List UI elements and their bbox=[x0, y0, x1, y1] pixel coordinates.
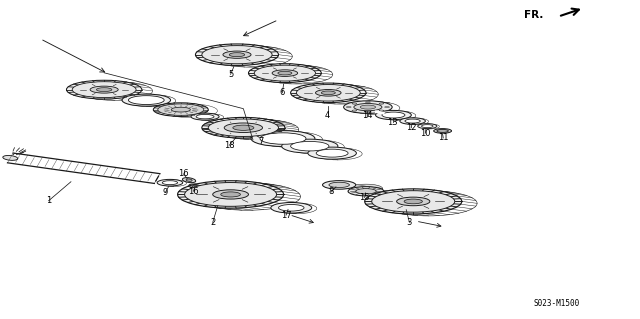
Ellipse shape bbox=[202, 117, 285, 138]
Ellipse shape bbox=[354, 103, 382, 111]
Polygon shape bbox=[323, 185, 383, 189]
Ellipse shape bbox=[251, 130, 315, 146]
Ellipse shape bbox=[186, 179, 192, 182]
Text: 14: 14 bbox=[362, 111, 372, 120]
Ellipse shape bbox=[184, 182, 276, 206]
Ellipse shape bbox=[316, 149, 348, 157]
Ellipse shape bbox=[223, 51, 251, 58]
Ellipse shape bbox=[177, 181, 284, 208]
Ellipse shape bbox=[352, 103, 356, 104]
Ellipse shape bbox=[372, 191, 455, 212]
Ellipse shape bbox=[212, 190, 248, 199]
Ellipse shape bbox=[221, 192, 241, 197]
Ellipse shape bbox=[382, 112, 405, 118]
Text: 3: 3 bbox=[406, 218, 412, 227]
Ellipse shape bbox=[67, 80, 142, 99]
Ellipse shape bbox=[122, 94, 171, 106]
Ellipse shape bbox=[254, 65, 316, 81]
Ellipse shape bbox=[208, 119, 278, 137]
Ellipse shape bbox=[233, 125, 254, 130]
Ellipse shape bbox=[72, 82, 136, 98]
Ellipse shape bbox=[224, 123, 262, 132]
Text: S023-M1500: S023-M1500 bbox=[533, 299, 579, 308]
Ellipse shape bbox=[437, 130, 449, 132]
Ellipse shape bbox=[248, 64, 321, 83]
Ellipse shape bbox=[308, 147, 356, 159]
Ellipse shape bbox=[397, 197, 430, 206]
Ellipse shape bbox=[278, 204, 304, 211]
Ellipse shape bbox=[154, 103, 208, 116]
Ellipse shape bbox=[97, 88, 112, 92]
Text: 16: 16 bbox=[178, 169, 189, 178]
Ellipse shape bbox=[400, 118, 426, 124]
Ellipse shape bbox=[360, 105, 376, 109]
Ellipse shape bbox=[157, 179, 182, 186]
Ellipse shape bbox=[229, 53, 244, 57]
Ellipse shape bbox=[365, 111, 371, 113]
Ellipse shape bbox=[418, 124, 437, 129]
Text: 7: 7 bbox=[259, 137, 264, 145]
Ellipse shape bbox=[182, 178, 196, 183]
Ellipse shape bbox=[379, 110, 384, 111]
Ellipse shape bbox=[196, 115, 214, 119]
Text: 17: 17 bbox=[281, 211, 291, 219]
Ellipse shape bbox=[195, 44, 278, 65]
Ellipse shape bbox=[3, 155, 18, 160]
Text: 1: 1 bbox=[46, 196, 51, 205]
Text: 2: 2 bbox=[210, 218, 215, 227]
Ellipse shape bbox=[365, 101, 371, 103]
Ellipse shape bbox=[193, 185, 198, 188]
Ellipse shape bbox=[158, 104, 204, 115]
Text: 11: 11 bbox=[438, 133, 449, 142]
Ellipse shape bbox=[278, 71, 292, 75]
Ellipse shape bbox=[352, 110, 356, 111]
Text: 16: 16 bbox=[188, 187, 199, 196]
Ellipse shape bbox=[260, 133, 306, 144]
Ellipse shape bbox=[376, 110, 412, 120]
Ellipse shape bbox=[90, 86, 118, 93]
Ellipse shape bbox=[191, 113, 219, 120]
Ellipse shape bbox=[434, 129, 452, 133]
Ellipse shape bbox=[172, 107, 190, 112]
Ellipse shape bbox=[356, 189, 376, 194]
Text: 9: 9 bbox=[163, 188, 168, 197]
Ellipse shape bbox=[405, 119, 420, 123]
Ellipse shape bbox=[385, 107, 390, 108]
Ellipse shape bbox=[348, 187, 384, 196]
Ellipse shape bbox=[329, 182, 349, 188]
Text: 4: 4 bbox=[325, 111, 330, 120]
Ellipse shape bbox=[346, 107, 351, 108]
Text: 13: 13 bbox=[387, 118, 398, 127]
Text: 5: 5 bbox=[228, 70, 233, 79]
Text: 12: 12 bbox=[406, 123, 417, 132]
Ellipse shape bbox=[422, 125, 433, 128]
Ellipse shape bbox=[349, 184, 383, 193]
Ellipse shape bbox=[163, 181, 177, 185]
Polygon shape bbox=[348, 191, 411, 195]
Ellipse shape bbox=[344, 101, 392, 113]
Text: 10: 10 bbox=[420, 129, 431, 137]
Ellipse shape bbox=[189, 184, 202, 189]
Ellipse shape bbox=[272, 70, 298, 77]
Ellipse shape bbox=[379, 103, 384, 104]
Ellipse shape bbox=[321, 91, 335, 95]
Ellipse shape bbox=[323, 181, 356, 189]
Ellipse shape bbox=[271, 203, 312, 213]
Text: 6: 6 bbox=[280, 88, 285, 97]
Ellipse shape bbox=[404, 199, 422, 204]
Ellipse shape bbox=[129, 96, 164, 105]
Ellipse shape bbox=[316, 90, 341, 96]
Text: 8: 8 bbox=[329, 187, 334, 197]
Text: 18: 18 bbox=[224, 141, 235, 150]
Ellipse shape bbox=[202, 46, 272, 64]
Ellipse shape bbox=[365, 189, 462, 214]
Ellipse shape bbox=[375, 190, 411, 199]
Ellipse shape bbox=[282, 139, 338, 153]
Text: FR.: FR. bbox=[524, 10, 543, 20]
Ellipse shape bbox=[291, 83, 366, 102]
Ellipse shape bbox=[291, 141, 329, 151]
Text: 15: 15 bbox=[360, 193, 370, 202]
Ellipse shape bbox=[296, 85, 360, 101]
